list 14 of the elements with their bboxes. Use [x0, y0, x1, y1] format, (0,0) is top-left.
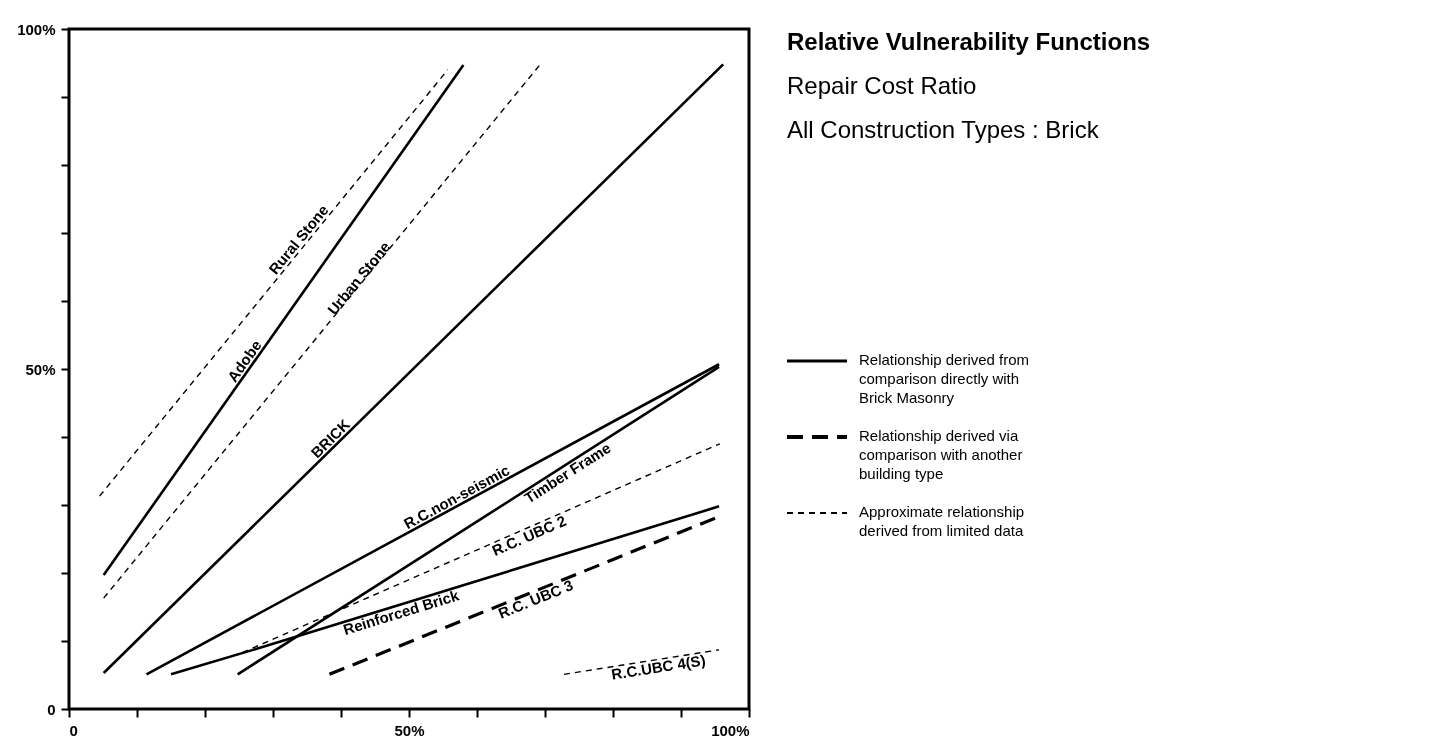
y-tick-label: 100% [17, 20, 56, 38]
text: R.C. UBC 2 [489, 511, 569, 560]
text: R.C.UBC 4(S) [610, 651, 707, 683]
x-tick-label: 50% [394, 721, 425, 739]
y-tick-label: 0 [47, 700, 56, 718]
x-tick-label: 100% [711, 721, 750, 739]
x-tick-label: 0 [69, 721, 78, 739]
text: Approximate relationship derived from limited data [859, 503, 1025, 539]
text: Relative Vulnerability Functions [787, 28, 1151, 55]
y-tick-label: 50% [25, 360, 56, 378]
text: Relationship derived from comparison directly with Brick Masonry [859, 351, 1030, 406]
text: Relationship derived via comparison with another building type [859, 427, 1023, 482]
text: R.C. UBC 3 [495, 576, 576, 622]
text: Repair Cost Ratio All Construction Types : Brick [787, 72, 1100, 143]
